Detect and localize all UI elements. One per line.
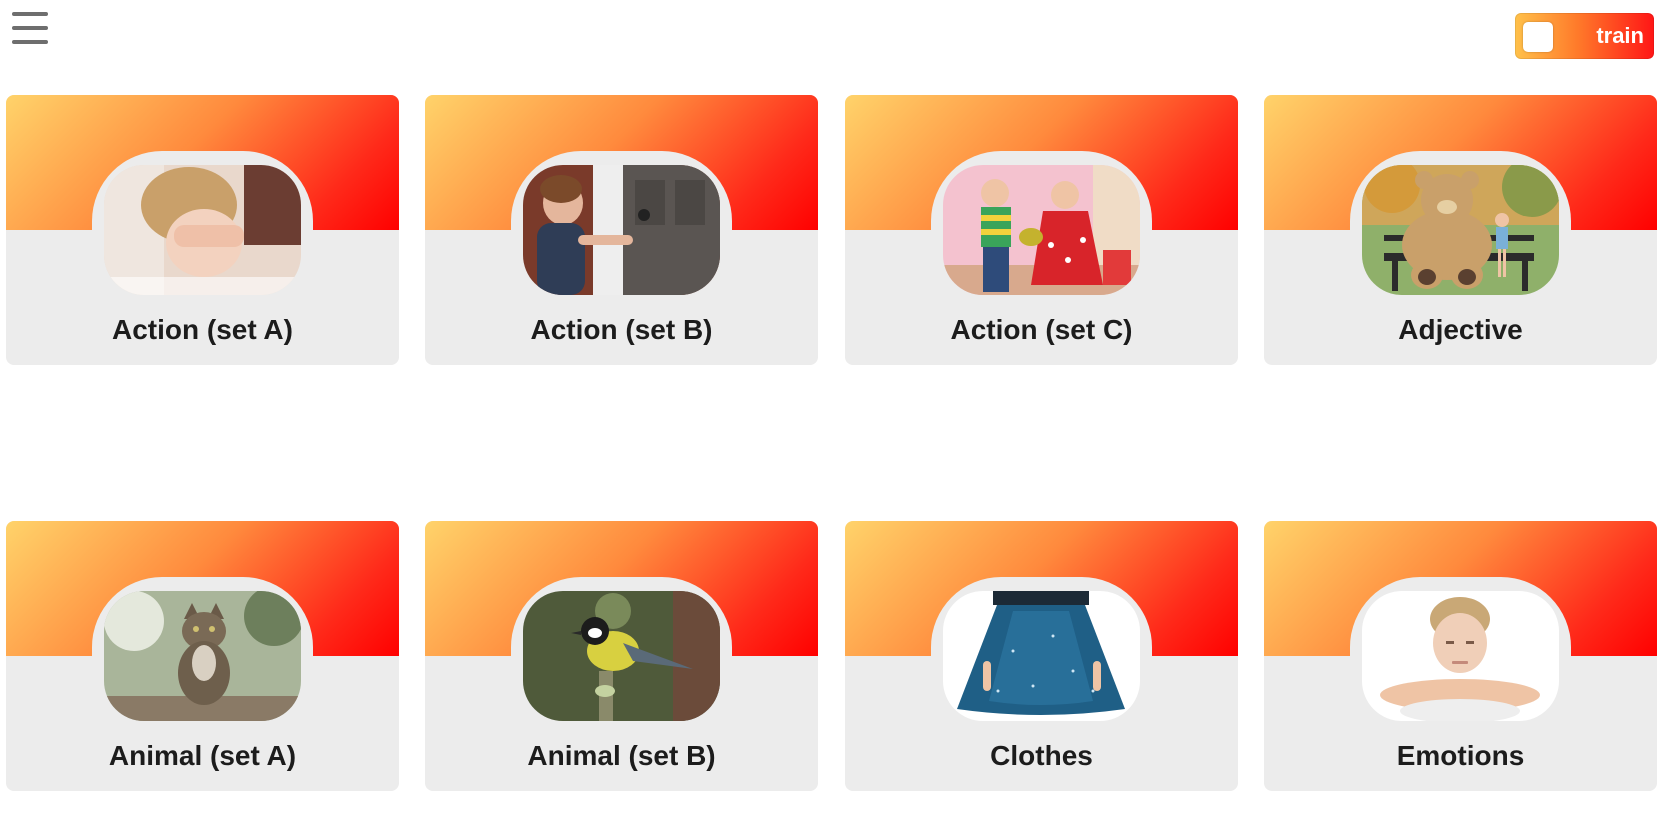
card-image-sad-boy-resting-head (1362, 591, 1559, 721)
category-card-action-set-b[interactable]: Action (set B) (425, 95, 818, 365)
category-card-animal-set-b[interactable]: Animal (set B) (425, 521, 818, 791)
card-image-great-tit-bird-on-branch (523, 591, 720, 721)
card-title: Adjective (1398, 314, 1523, 345)
card-image-boy-opening-door (523, 165, 720, 295)
category-card-adjective[interactable]: Adjective (1264, 95, 1657, 365)
card-title: Action (set A) (112, 314, 293, 345)
category-card-action-set-c[interactable]: Action (set C) (845, 95, 1238, 365)
train-toggle[interactable]: train (1515, 13, 1654, 59)
card-title: Action (set B) (530, 314, 713, 345)
category-card-emotions[interactable]: Emotions (1264, 521, 1657, 791)
train-toggle-knob[interactable] (1523, 22, 1553, 52)
train-toggle-label: train (1596, 23, 1644, 48)
card-image-giant-teddy-bear-on-bench (1362, 165, 1559, 295)
category-card-action-set-a[interactable]: Action (set A) (6, 95, 399, 365)
card-title: Clothes (990, 740, 1093, 771)
card-image-children-playing-with-toy (943, 165, 1140, 295)
menu-line (12, 40, 48, 44)
card-image-tabby-cat-sitting (104, 591, 301, 721)
menu-line (12, 12, 48, 16)
card-image-child-covering-eyes (104, 165, 301, 295)
card-image-blue-sparkly-skirt (943, 591, 1140, 721)
card-title: Emotions (1396, 740, 1525, 771)
category-card-clothes[interactable]: Clothes (845, 521, 1238, 791)
card-title: Action (set C) (950, 314, 1133, 345)
card-title: Animal (set A) (108, 740, 297, 771)
card-title: Animal (set B) (527, 740, 716, 771)
hamburger-menu-icon[interactable] (12, 12, 48, 44)
menu-line (12, 26, 48, 30)
category-card-animal-set-a[interactable]: Animal (set A) (6, 521, 399, 791)
